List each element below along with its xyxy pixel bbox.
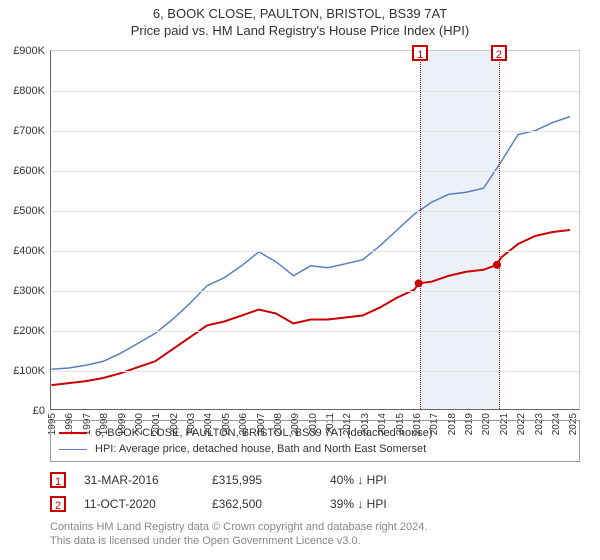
marker-line — [420, 51, 421, 409]
y-axis-label: £600K — [13, 165, 45, 177]
sale-marker-box: 1 — [50, 472, 66, 488]
y-axis-label: £300K — [13, 285, 45, 297]
series-line-price_paid — [51, 230, 569, 385]
legend-swatch — [59, 432, 87, 434]
legend-item: HPI: Average price, detached house, Bath… — [59, 441, 571, 457]
chart-titles: 6, BOOK CLOSE, PAULTON, BRISTOL, BS39 7A… — [0, 0, 600, 38]
footnote-line: Contains HM Land Registry data © Crown c… — [50, 520, 580, 534]
legend-label: HPI: Average price, detached house, Bath… — [95, 441, 426, 457]
sale-row: 1 31-MAR-2016 £315,995 40% ↓ HPI — [50, 468, 560, 492]
sale-price: £362,500 — [212, 497, 312, 511]
y-axis-label: £0 — [33, 405, 45, 417]
sale-price: £315,995 — [212, 473, 312, 487]
sale-date: 11-OCT-2020 — [84, 497, 194, 511]
footnote: Contains HM Land Registry data © Crown c… — [50, 520, 580, 548]
legend-item: 6, BOOK CLOSE, PAULTON, BRISTOL, BS39 7A… — [59, 425, 571, 441]
y-axis-label: £900K — [13, 45, 45, 57]
y-axis-label: £800K — [13, 85, 45, 97]
y-axis-label: £500K — [13, 205, 45, 217]
sale-pct: 39% ↓ HPI — [330, 497, 450, 511]
sale-marker-box: 2 — [50, 496, 66, 512]
y-axis-label: £700K — [13, 125, 45, 137]
sale-point — [415, 279, 423, 287]
sales-table: 1 31-MAR-2016 £315,995 40% ↓ HPI 2 11-OC… — [50, 468, 560, 516]
chart-title: 6, BOOK CLOSE, PAULTON, BRISTOL, BS39 7A… — [0, 6, 600, 21]
chart-container: 6, BOOK CLOSE, PAULTON, BRISTOL, BS39 7A… — [0, 0, 600, 560]
y-axis-label: £100K — [13, 365, 45, 377]
chart-subtitle: Price paid vs. HM Land Registry's House … — [0, 23, 600, 38]
y-axis-label: £400K — [13, 245, 45, 257]
legend-label: 6, BOOK CLOSE, PAULTON, BRISTOL, BS39 7A… — [95, 425, 433, 441]
plot-area: £0£100K£200K£300K£400K£500K£600K£700K£80… — [50, 50, 580, 410]
marker-line — [499, 51, 500, 409]
footnote-line: This data is licensed under the Open Gov… — [50, 534, 580, 548]
sale-date: 31-MAR-2016 — [84, 473, 194, 487]
sale-row: 2 11-OCT-2020 £362,500 39% ↓ HPI — [50, 492, 560, 516]
sale-pct: 40% ↓ HPI — [330, 473, 450, 487]
legend-swatch — [59, 449, 87, 450]
legend: 6, BOOK CLOSE, PAULTON, BRISTOL, BS39 7A… — [50, 420, 580, 462]
marker-box: 1 — [412, 45, 428, 61]
y-axis-label: £200K — [13, 325, 45, 337]
marker-box: 2 — [491, 45, 507, 61]
